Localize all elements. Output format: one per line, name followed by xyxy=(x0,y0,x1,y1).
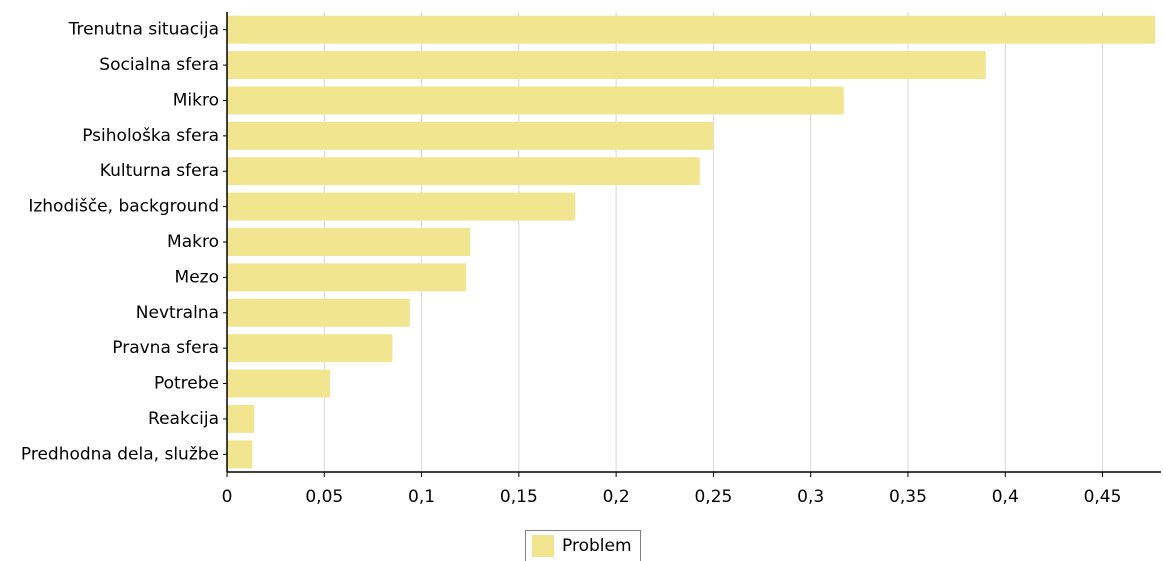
category-label-5: Izhodišče, background xyxy=(28,197,219,217)
x-tick-label-3: 0,15 xyxy=(500,487,538,507)
category-label-6: Makro xyxy=(167,232,219,252)
category-label-12: Predhodna dela, službe xyxy=(21,444,219,464)
legend-label: Problem xyxy=(562,536,632,556)
bar-6 xyxy=(227,228,471,256)
category-label-10: Potrebe xyxy=(154,374,219,394)
legend: Problem xyxy=(525,530,641,561)
bar-9 xyxy=(227,334,393,363)
bar-12 xyxy=(227,440,253,469)
category-label-3: Psihološka sfera xyxy=(82,126,219,146)
category-label-7: Mezo xyxy=(175,267,219,287)
x-tick-label-5: 0,25 xyxy=(694,487,732,507)
x-tick-label-4: 0,2 xyxy=(603,487,630,507)
category-label-8: Nevtralna xyxy=(136,303,219,323)
bar-0 xyxy=(227,15,1156,44)
category-label-0: Trenutna situacija xyxy=(68,20,219,40)
legend-swatch xyxy=(532,535,554,557)
bar-1 xyxy=(227,51,986,80)
x-tick-label-9: 0,45 xyxy=(1084,487,1122,507)
category-label-1: Socialna sfera xyxy=(99,55,219,75)
x-tick-label-6: 0,3 xyxy=(797,487,824,507)
bar-11 xyxy=(227,404,255,433)
category-label-9: Pravna sfera xyxy=(112,338,219,358)
x-tick-label-2: 0,1 xyxy=(408,487,435,507)
category-label-4: Kulturna sfera xyxy=(100,161,219,181)
bar-4 xyxy=(227,157,700,186)
bar-3 xyxy=(227,121,714,150)
x-tick-label-1: 0,05 xyxy=(305,487,343,507)
x-tick-label-7: 0,35 xyxy=(889,487,927,507)
bar-10 xyxy=(227,369,331,398)
bar-2 xyxy=(227,86,844,115)
category-label-11: Reakcija xyxy=(148,409,219,429)
category-label-2: Mikro xyxy=(173,90,219,110)
x-tick-label-8: 0,4 xyxy=(992,487,1019,507)
bar-8 xyxy=(227,298,410,327)
x-tick-label-0: 0 xyxy=(222,487,233,507)
bar-5 xyxy=(227,192,576,221)
bar-7 xyxy=(227,263,467,292)
